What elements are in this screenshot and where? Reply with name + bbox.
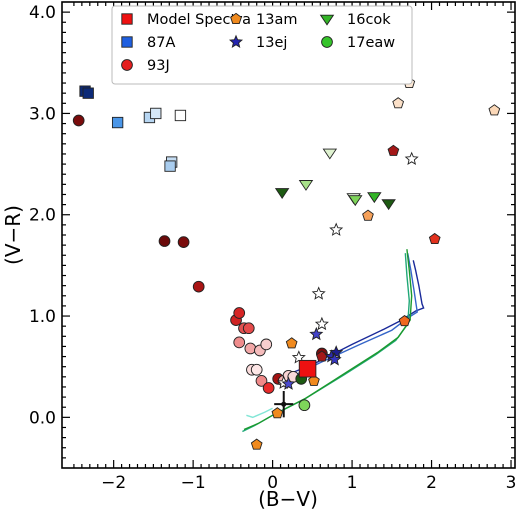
point-16cok-0 [274,188,290,200]
point-87a-2 [111,116,124,129]
model-track-line-4 [246,407,273,419]
x-axis-label: (B−V) [258,487,318,511]
legend-label: Model Spectra [147,12,251,28]
x-tick-label: 3 [506,473,517,493]
point-17eaw-0 [298,399,311,412]
x-tick-label: 0 [267,473,278,493]
point-model-spectra-0 [298,359,317,378]
legend-label: 17eaw [347,35,395,51]
legend-label: 93J [147,58,170,74]
point-13am-2 [285,337,298,349]
point-16cok-5 [367,192,382,204]
point-13am-3 [308,374,320,386]
point-13am-0 [250,438,263,450]
y-tick-label: 3.0 [29,104,56,124]
point-16cok-1 [298,180,314,191]
point-93j-14 [255,375,268,387]
point-13am-7 [392,97,405,109]
point-13ej-6 [314,316,329,331]
legend-marker-13ej [228,34,244,48]
point-93j-7 [242,322,255,335]
point-93j-2 [177,236,190,248]
y-tick-labels: 0.0 1.0 2.0 3.0 4.0 [29,3,56,428]
point-13ej-11 [404,151,419,165]
axis-ticks [62,2,515,468]
legend-marker-17eaw [321,36,333,48]
legend-marker-13am [230,12,242,24]
point-93j-1 [158,235,171,247]
y-axis-label: (V−R) [1,205,25,265]
point-87a-7 [164,160,176,172]
error-bar-point [274,391,294,418]
legend-label: 13am [256,12,297,28]
y-tick-label: 2.0 [29,206,56,226]
point-93j-8 [233,336,246,349]
point-13am-6 [387,144,400,156]
legend-marker-model-spectra [121,13,133,25]
point-13am-11 [488,104,501,116]
point-87a-4 [150,107,162,120]
model-track-line-3 [243,249,413,431]
x-tick-label: 2 [426,473,437,493]
point-93j-5 [233,307,246,319]
legend-label: 13ej [256,35,287,51]
point-13ej-8 [329,345,344,359]
point-13ej-2 [281,376,296,390]
x-tick-label: −2 [101,473,126,493]
point-13am-10 [428,232,441,245]
point-93j-15 [262,382,275,394]
legend: Model Spectra 13am 16cok 87A 13ej 17eaw 93J [111,5,413,85]
legend-marker-93j [121,59,133,71]
legend-label: 87A [147,35,175,51]
legend-label: 16cok [347,12,391,28]
point-87a-5 [174,109,187,122]
point-87a-1 [82,87,94,99]
x-tick-labels: −2 −1 0 1 2 3 [101,473,516,493]
point-13ej-4 [309,326,324,341]
x-tick-label: −1 [181,473,206,493]
point-16cok-4 [348,195,363,207]
error-bar-center [281,401,287,407]
point-13am-5 [362,209,374,221]
legend-box [111,5,413,85]
x-tick-label: 1 [347,473,358,493]
legend-marker-87a [121,36,133,48]
point-13am-9 [398,314,411,327]
y-tick-label: 4.0 [29,3,56,23]
legend-marker-16cok [319,14,335,26]
point-93j-11 [260,338,273,351]
point-93j-9 [244,342,257,355]
y-tick-label: 0.0 [29,408,56,428]
point-13ej-5 [311,286,326,300]
point-13ej-10 [329,222,344,236]
point-13am-1 [271,407,284,419]
point-93j-0 [72,114,85,127]
point-16cok-2 [322,148,338,160]
y-tick-label: 1.0 [29,307,56,327]
point-93j-3 [192,280,205,293]
point-13ej-9 [327,352,342,366]
point-16cok-6 [381,199,396,211]
point-93j-13 [250,363,263,376]
data-points [72,68,501,450]
